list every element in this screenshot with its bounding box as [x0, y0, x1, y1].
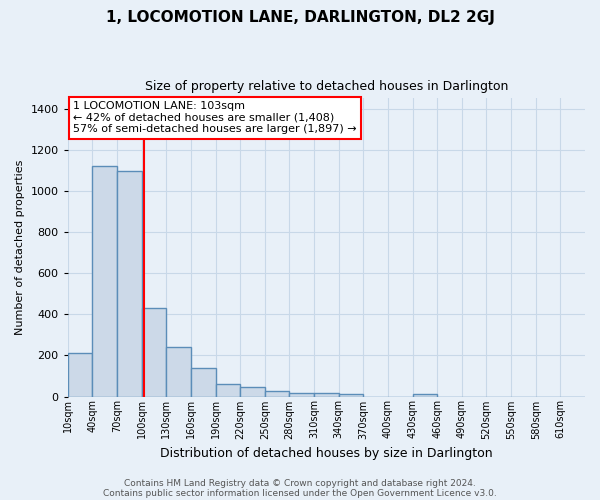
Bar	[265, 392, 289, 396]
X-axis label: Distribution of detached houses by size in Darlington: Distribution of detached houses by size …	[160, 447, 493, 460]
Bar	[338, 394, 364, 396]
Bar	[413, 394, 437, 396]
Bar	[166, 347, 191, 397]
Bar	[215, 384, 240, 396]
Text: 1, LOCOMOTION LANE, DARLINGTON, DL2 2GJ: 1, LOCOMOTION LANE, DARLINGTON, DL2 2GJ	[106, 10, 494, 25]
Title: Size of property relative to detached houses in Darlington: Size of property relative to detached ho…	[145, 80, 508, 93]
Text: Contains HM Land Registry data © Crown copyright and database right 2024.: Contains HM Land Registry data © Crown c…	[124, 478, 476, 488]
Bar	[117, 172, 142, 396]
Y-axis label: Number of detached properties: Number of detached properties	[15, 160, 25, 335]
Text: Contains public sector information licensed under the Open Government Licence v3: Contains public sector information licen…	[103, 488, 497, 498]
Bar	[191, 368, 215, 396]
Bar	[142, 308, 166, 396]
Bar	[92, 166, 117, 396]
Bar	[68, 354, 92, 397]
Bar	[314, 394, 338, 396]
Text: 1 LOCOMOTION LANE: 103sqm
← 42% of detached houses are smaller (1,408)
57% of se: 1 LOCOMOTION LANE: 103sqm ← 42% of detac…	[73, 101, 357, 134]
Bar	[240, 386, 265, 396]
Bar	[289, 393, 314, 396]
